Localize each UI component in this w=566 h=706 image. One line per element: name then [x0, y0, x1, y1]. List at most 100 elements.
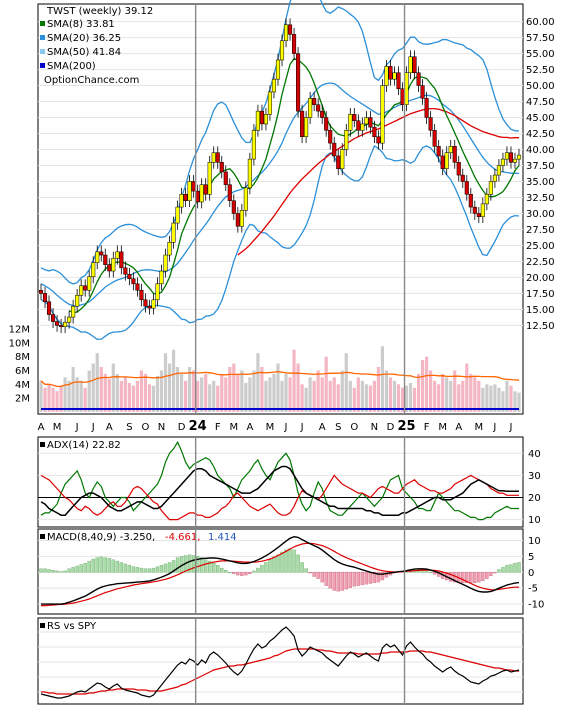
candle-body	[472, 206, 477, 214]
macd-histogram-bar	[384, 572, 389, 578]
candle-body	[91, 262, 96, 278]
x-tick-label: S	[126, 422, 132, 433]
candle-body	[67, 316, 72, 323]
rs-sma-line	[41, 648, 519, 695]
symbol-line: TWST (weekly) 39.12	[46, 6, 153, 17]
adx-tick-label: 40	[528, 449, 541, 460]
macd-histogram-bar	[268, 559, 272, 573]
macd-histogram-bar	[497, 569, 501, 573]
volume-bar	[497, 387, 501, 412]
price-tick-label: 15.00	[526, 305, 555, 316]
price-tick-label: 52.50	[526, 65, 555, 76]
volume-bar	[425, 356, 429, 412]
macd-histogram-bar	[143, 568, 148, 573]
adx-swatch	[40, 442, 45, 447]
volume-bar	[356, 377, 360, 412]
volume-bar	[485, 384, 489, 412]
candle-body	[504, 152, 509, 160]
candle-body	[464, 181, 469, 195]
candle-body	[368, 117, 373, 128]
volume-bar	[71, 367, 75, 412]
x-tick-label: J	[75, 422, 79, 433]
candle-body	[500, 158, 505, 166]
candle-body	[480, 203, 485, 217]
volume-bar	[220, 373, 224, 412]
volume-bar	[469, 373, 473, 412]
candle-body	[219, 162, 224, 173]
price-tick-label: 20.00	[526, 273, 555, 284]
macd-histogram-bar	[481, 572, 485, 581]
candle-body	[316, 104, 321, 112]
candle-body	[71, 305, 76, 318]
candle-body	[456, 162, 461, 176]
x-tick-label: M	[475, 422, 484, 433]
macd-tick-label: -5	[528, 584, 538, 595]
adx-line	[40, 465, 519, 516]
macd-histogram-bar	[364, 572, 369, 585]
candle-body	[332, 142, 337, 157]
macd-histogram-bar	[469, 572, 473, 583]
macd-histogram-bar	[107, 558, 111, 573]
macd-histogram-bar	[212, 563, 216, 573]
macd-tick-label: 5	[528, 552, 534, 563]
volume-bar	[196, 380, 200, 412]
macd-histogram-bar	[376, 572, 381, 583]
price-axis-ticks: 60.00 57.50 55.00 52.50 50.00 47.50 45.00 42.50…	[526, 17, 555, 332]
macd-tick-label: 0	[528, 568, 534, 579]
candle-body	[83, 285, 88, 291]
candle-body	[275, 59, 281, 80]
volume-bar	[368, 385, 372, 412]
x-tick-label: O	[350, 422, 358, 433]
volume-bar	[260, 367, 264, 412]
candle-body	[396, 72, 401, 90]
x-tick-label: S	[335, 422, 341, 433]
macd-histogram-bar	[332, 572, 336, 591]
plus-di-line	[40, 440, 519, 521]
volume-bar	[489, 385, 493, 412]
macd-signal-value: -4.661,	[165, 532, 200, 543]
volume-bar	[396, 384, 401, 412]
x-tick-label: N	[371, 422, 378, 433]
volume-bar	[79, 380, 83, 412]
candle-body	[271, 78, 277, 93]
volume-bar	[67, 380, 71, 412]
x-tick-label: D	[387, 422, 395, 433]
candle-body	[320, 110, 325, 118]
volume-bar	[155, 376, 160, 412]
x-tick-label: M	[266, 422, 275, 433]
macd-histogram-bar	[517, 562, 521, 573]
candle-body	[223, 171, 228, 185]
candle-body	[215, 152, 220, 163]
volume-bar	[340, 370, 344, 412]
candle-body	[283, 24, 289, 42]
volume-bar	[188, 367, 192, 412]
x-tick-label: D	[178, 422, 186, 433]
candle-body	[79, 285, 84, 296]
volume-bar	[268, 377, 272, 412]
volume-bar	[51, 387, 55, 412]
candle-body	[38, 289, 44, 294]
rs-panel: RS vs SPY	[37, 617, 524, 705]
volume-bar	[336, 384, 340, 412]
legend-swatch-sma20	[40, 35, 45, 40]
macd-line	[41, 535, 520, 605]
candle-body	[46, 301, 52, 315]
volume-bar	[276, 363, 280, 412]
macd-histogram-bar	[272, 556, 276, 573]
volume-tick-label: 12M	[9, 324, 30, 335]
volume-bar	[175, 367, 180, 412]
macd-histogram-bar	[79, 564, 83, 573]
x-tick-label: A	[246, 422, 253, 433]
candle-body	[119, 251, 124, 269]
volume-bar	[111, 363, 115, 412]
candle-body	[392, 72, 397, 80]
volume-bar	[159, 370, 164, 412]
volume-bar	[123, 377, 127, 412]
volume-bar	[408, 382, 413, 412]
volume-bar	[316, 370, 320, 412]
macd-histogram-bar	[71, 567, 75, 573]
volume-tick-label: 10M	[9, 338, 30, 349]
macd-histogram-bar	[43, 568, 47, 573]
macd-histogram-bar	[51, 569, 55, 573]
